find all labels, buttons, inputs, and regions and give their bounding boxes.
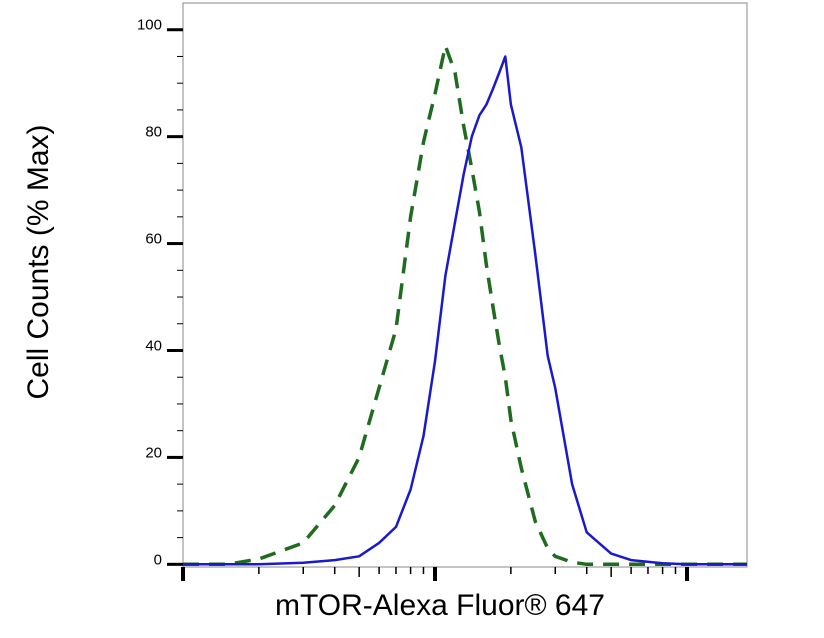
y-tick-label: 20 xyxy=(145,444,162,461)
y-tick-label: 60 xyxy=(145,231,162,248)
y-axis-title: Cell Counts (% Max) xyxy=(22,124,55,399)
x-axis-title: mTOR-Alexa Fluor® 647 xyxy=(275,589,605,622)
series-line xyxy=(183,44,747,567)
series-line xyxy=(183,55,747,566)
y-tick-label: 80 xyxy=(145,124,162,141)
y-tick-label: 0 xyxy=(154,551,162,568)
plot-frame xyxy=(182,2,748,568)
y-tick-label: 40 xyxy=(145,337,162,354)
y-tick-label: 100 xyxy=(137,17,162,34)
